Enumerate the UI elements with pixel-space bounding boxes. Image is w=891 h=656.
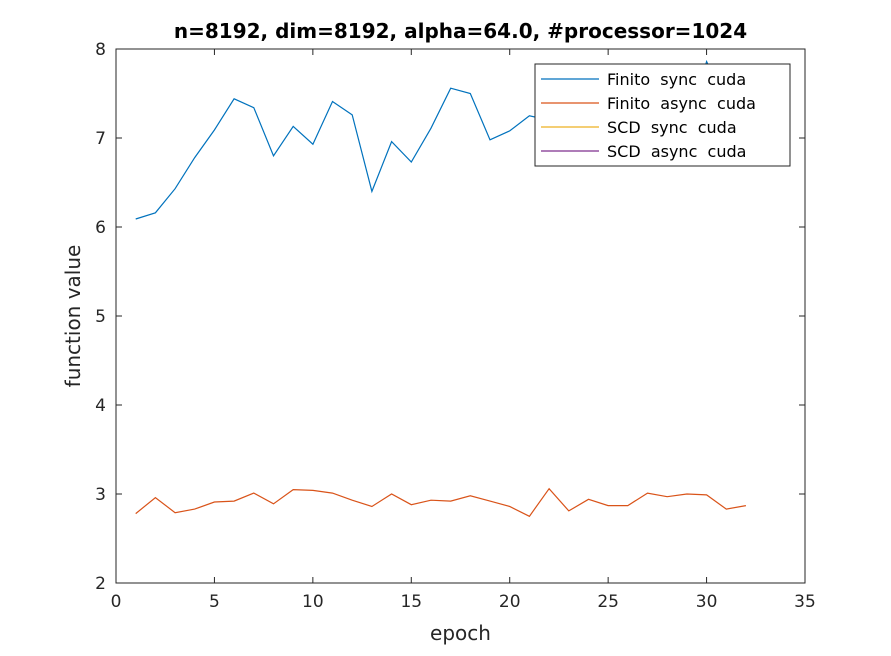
chart-title: n=8192, dim=8192, alpha=64.0, #processor… xyxy=(174,19,747,43)
y-tick-label: 4 xyxy=(95,396,106,416)
y-tick-label: 3 xyxy=(95,485,106,505)
legend-label-2: SCD sync cuda xyxy=(607,118,737,137)
legend-label-0: Finito sync cuda xyxy=(607,70,746,89)
y-axis-label: function value xyxy=(61,245,85,388)
y-tick-label: 6 xyxy=(95,218,106,238)
x-tick-label: 30 xyxy=(696,592,718,612)
x-tick-label: 20 xyxy=(499,592,521,612)
x-tick-label: 5 xyxy=(209,592,220,612)
x-tick-label: 35 xyxy=(794,592,816,612)
x-tick-label: 25 xyxy=(597,592,619,612)
legend-label-3: SCD async cuda xyxy=(607,142,746,161)
legend-label-1: Finito async cuda xyxy=(607,94,756,113)
x-axis-label: epoch xyxy=(430,621,491,645)
ticks-layer: 0 5 10 15 20 25 30 35 2 3 4 5 6 7 8 xyxy=(95,40,816,612)
x-tick-label: 0 xyxy=(111,592,122,612)
x-tick-label: 10 xyxy=(302,592,324,612)
legend: Finito sync cuda Finito async cuda SCD syn… xyxy=(534,63,791,167)
y-tick-label: 8 xyxy=(95,40,106,60)
y-tick-label: 5 xyxy=(95,307,106,327)
y-tick-label: 7 xyxy=(95,129,106,149)
x-tick-label: 15 xyxy=(400,592,422,612)
y-tick-label: 2 xyxy=(95,574,106,594)
legend-box xyxy=(534,63,791,167)
series-line-1 xyxy=(135,487,747,518)
